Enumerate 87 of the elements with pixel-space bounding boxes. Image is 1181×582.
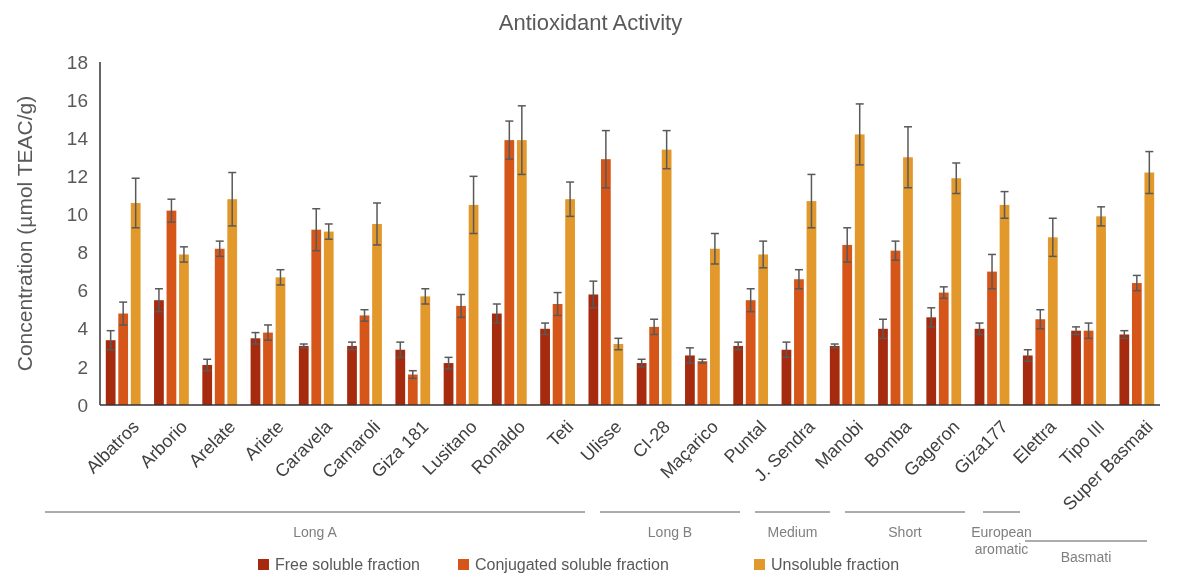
text: European aromatic <box>971 524 1032 557</box>
bar <box>179 254 189 405</box>
bar <box>540 328 550 405</box>
bar <box>987 271 997 405</box>
bar <box>395 349 406 405</box>
bar <box>938 292 949 405</box>
bar <box>1119 334 1130 405</box>
x-tick-label: Teti <box>543 416 578 451</box>
bar <box>842 244 853 405</box>
bar <box>890 250 901 405</box>
legend-label: Conjugated soluble fraction <box>475 556 669 573</box>
bar <box>794 279 804 405</box>
bar <box>745 300 756 405</box>
text: Long A <box>293 524 338 540</box>
bar <box>733 345 744 405</box>
bar <box>1096 216 1106 405</box>
bar <box>323 231 334 405</box>
bar <box>781 349 792 405</box>
bar <box>806 201 817 405</box>
text: Short <box>888 524 922 540</box>
bar <box>311 229 322 405</box>
y-tick-label: 0 <box>77 394 88 416</box>
bar <box>263 332 273 405</box>
bar <box>854 134 865 405</box>
bar <box>999 204 1010 405</box>
bar <box>588 294 599 405</box>
bar <box>600 159 611 405</box>
bar <box>420 296 431 405</box>
bar <box>552 304 563 405</box>
bar <box>685 355 695 405</box>
bar <box>227 199 238 405</box>
legend-label: Free soluble fraction <box>275 556 420 573</box>
bar <box>1083 330 1094 405</box>
bar <box>1144 172 1155 405</box>
bar <box>1071 330 1081 405</box>
bar <box>697 361 708 405</box>
bar <box>347 345 357 405</box>
bar <box>456 305 466 405</box>
bar <box>636 363 647 405</box>
bar <box>974 328 985 405</box>
bar <box>407 374 418 405</box>
bar <box>214 248 225 405</box>
bar <box>372 223 382 405</box>
bar <box>758 254 769 405</box>
bar <box>275 277 286 405</box>
bar <box>661 149 672 405</box>
bar <box>878 328 888 405</box>
bar <box>491 313 502 405</box>
y-tick-label: 12 <box>66 165 88 187</box>
bar <box>829 345 840 405</box>
y-tick-label: 18 <box>66 51 88 73</box>
y-tick-label: 6 <box>77 280 88 302</box>
bar <box>105 340 116 405</box>
bar <box>926 317 937 405</box>
bar <box>250 338 261 405</box>
bar <box>516 140 527 405</box>
bar <box>1035 319 1046 405</box>
bar <box>1047 237 1058 405</box>
bar <box>903 157 913 405</box>
y-tick-label: 10 <box>66 204 88 226</box>
y-axis-title: Concentration (µmol TEAC/g) <box>13 95 36 372</box>
bar <box>613 344 624 405</box>
y-tick-label: 16 <box>66 89 88 111</box>
bar <box>1022 355 1033 405</box>
text: Long B <box>647 524 693 540</box>
y-tick-label: 2 <box>77 356 88 378</box>
bar <box>1131 283 1142 405</box>
y-tick-label: 8 <box>77 242 88 264</box>
bar <box>951 178 962 405</box>
bar <box>710 248 720 405</box>
bar <box>565 199 575 405</box>
y-tick-label: 4 <box>77 318 89 340</box>
bar <box>359 315 370 405</box>
bar <box>298 345 309 405</box>
y-tick-label: 14 <box>66 127 89 149</box>
text: Medium <box>767 524 818 540</box>
chart-title: Antioxidant Activity <box>498 10 683 35</box>
legend-label: Unsoluble fraction <box>771 556 900 573</box>
bar <box>504 140 515 405</box>
bar <box>118 313 129 405</box>
bar <box>468 204 479 405</box>
bar <box>130 203 141 405</box>
bar <box>202 364 213 405</box>
bar <box>649 326 660 405</box>
bar <box>154 300 164 405</box>
text: Basmati <box>1060 549 1112 565</box>
bar <box>166 210 177 405</box>
